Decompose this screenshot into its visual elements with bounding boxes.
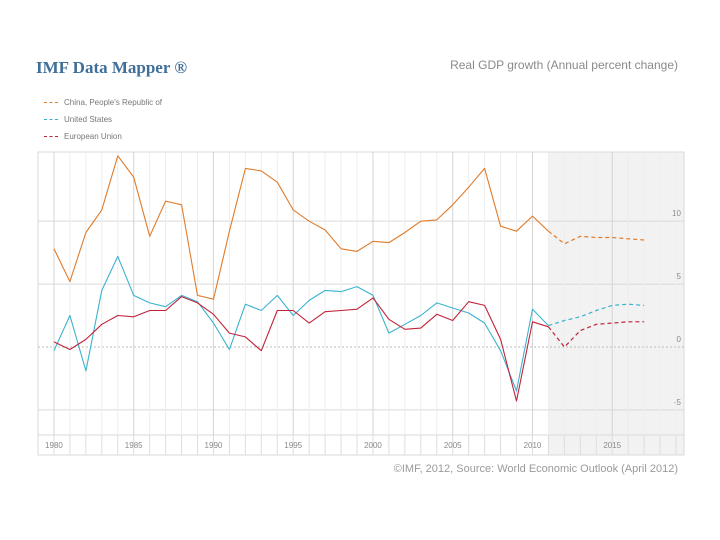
x-tick-label: 1995	[284, 441, 302, 450]
legend-item-eu[interactable]: European Union	[44, 128, 162, 145]
plot-frame	[37, 151, 685, 456]
legend-swatch-us	[44, 119, 58, 120]
x-tick-label: 2010	[524, 441, 542, 450]
y-tick-label: -5	[674, 398, 682, 407]
legend: China, People's Republic of United State…	[44, 94, 162, 145]
series-projection-china	[548, 230, 645, 245]
legend-label-us: United States	[64, 115, 113, 124]
source-credit: ©IMF, 2012, Source: World Economic Outlo…	[393, 463, 678, 475]
series-line-eu	[53, 296, 549, 402]
x-tick-label: 2015	[603, 441, 621, 450]
legend-label-eu: European Union	[64, 132, 122, 141]
x-tick-label: 2005	[444, 441, 462, 450]
x-tick-label: 2000	[364, 441, 382, 450]
legend-item-us[interactable]: United States	[44, 111, 162, 128]
chart-title: Real GDP growth (Annual percent change)	[450, 58, 678, 72]
series-line-china	[53, 155, 549, 300]
y-tick-label: 0	[677, 335, 682, 344]
legend-swatch-china	[44, 102, 58, 103]
x-tick-label: 1985	[125, 441, 143, 450]
legend-item-china[interactable]: China, People's Republic of	[44, 94, 162, 111]
series-line-us	[53, 255, 549, 392]
legend-label-china: China, People's Republic of	[64, 98, 163, 107]
x-tick-label: 1980	[45, 441, 63, 450]
legend-swatch-eu	[44, 136, 58, 137]
x-tick-label: 1990	[205, 441, 223, 450]
series-projection-us	[548, 303, 645, 327]
series-projection-eu	[547, 321, 645, 348]
y-tick-label: 10	[672, 209, 681, 218]
projection-region	[548, 152, 684, 455]
y-tick-label: 5	[677, 272, 682, 281]
brand-title: IMF Data Mapper ®	[36, 58, 188, 77]
